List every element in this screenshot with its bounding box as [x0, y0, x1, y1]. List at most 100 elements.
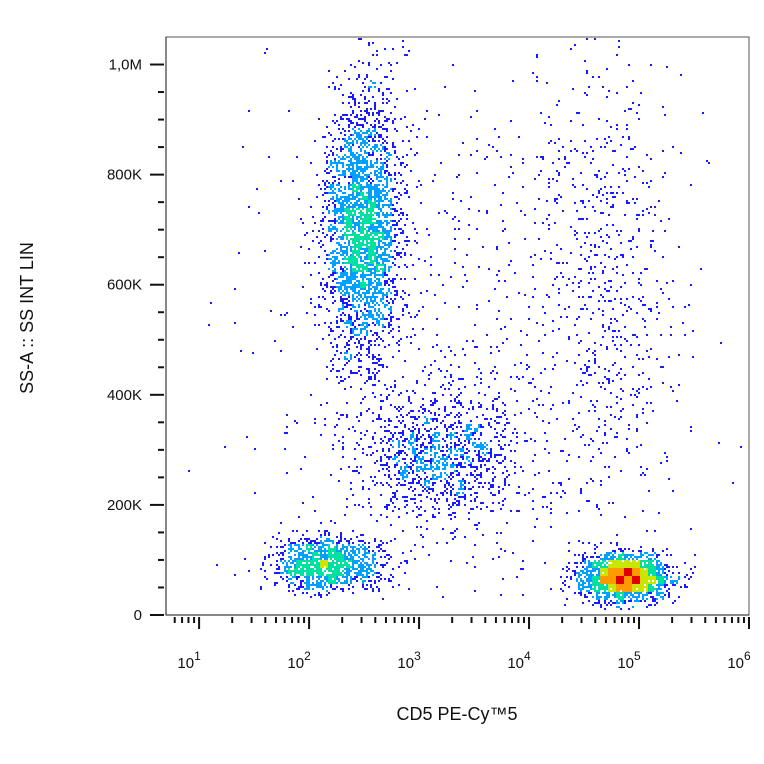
data-point — [616, 402, 618, 404]
data-point — [366, 570, 368, 572]
data-point — [354, 342, 356, 344]
data-point — [370, 132, 372, 134]
data-point — [554, 278, 556, 280]
data-point — [466, 424, 468, 426]
data-point — [362, 62, 364, 64]
data-point — [366, 576, 368, 578]
data-point — [478, 266, 480, 268]
data-point — [340, 236, 342, 238]
data-point — [340, 84, 342, 86]
data-point — [368, 62, 370, 64]
data-point — [568, 278, 570, 280]
data-point — [330, 134, 332, 136]
data-point — [368, 90, 370, 92]
data-point — [408, 466, 410, 468]
data-point — [302, 534, 304, 536]
data-point — [578, 456, 580, 458]
data-point — [326, 186, 328, 188]
data-point — [404, 424, 406, 426]
data-point — [330, 274, 332, 276]
data-point — [604, 466, 606, 468]
data-point — [274, 584, 276, 586]
data-point — [414, 448, 416, 450]
data-point — [474, 470, 476, 472]
data-point — [588, 272, 590, 274]
data-point — [426, 528, 428, 530]
data-point — [384, 252, 386, 254]
data-point — [416, 424, 418, 426]
data-point — [536, 398, 538, 400]
data-point — [352, 578, 354, 580]
data-point — [344, 514, 346, 516]
data-point — [380, 110, 382, 112]
data-point — [344, 336, 346, 338]
data-point — [318, 296, 320, 298]
data-point — [424, 410, 426, 412]
data-point — [398, 432, 400, 434]
data-point — [370, 340, 372, 342]
data-point — [386, 186, 388, 188]
data-point — [338, 222, 340, 224]
data-point — [664, 580, 666, 582]
data-point — [396, 294, 398, 296]
data-point — [330, 160, 332, 162]
data-point — [620, 242, 622, 244]
data-point — [434, 456, 436, 458]
data-point — [642, 214, 644, 216]
data-point — [460, 402, 462, 404]
data-point — [386, 456, 388, 458]
data-point — [430, 418, 432, 420]
data-point — [364, 546, 366, 548]
data-point — [630, 556, 632, 558]
data-point — [474, 438, 476, 440]
data-point — [650, 180, 652, 182]
data-point — [656, 358, 658, 360]
data-point — [510, 318, 512, 320]
data-point — [432, 488, 434, 490]
data-point — [396, 156, 398, 158]
data-point — [464, 486, 466, 488]
data-point — [660, 334, 662, 336]
data-point — [344, 388, 346, 390]
data-point — [364, 120, 366, 122]
data-point — [316, 586, 318, 588]
data-point — [456, 528, 458, 530]
data-point — [396, 456, 398, 458]
data-point — [398, 516, 400, 518]
data-point — [498, 396, 500, 398]
data-point — [360, 294, 362, 296]
data-point — [488, 482, 490, 484]
data-point — [362, 548, 364, 550]
data-point — [362, 544, 364, 546]
data-point — [466, 254, 468, 256]
data-point — [332, 444, 334, 446]
data-point — [442, 454, 444, 456]
data-point — [390, 298, 392, 300]
data-point — [402, 314, 404, 316]
data-point — [400, 408, 402, 410]
data-point — [352, 142, 354, 144]
data-point — [390, 444, 392, 446]
data-point — [372, 588, 374, 590]
data-point — [496, 454, 498, 456]
data-point — [356, 416, 358, 418]
data-point — [594, 602, 596, 604]
data-point — [426, 290, 428, 292]
data-point — [394, 174, 396, 176]
data-point — [702, 112, 704, 114]
data-point — [334, 208, 336, 210]
data-point — [600, 262, 602, 264]
data-point — [456, 444, 458, 446]
data-point — [336, 238, 338, 240]
data-point — [632, 80, 634, 82]
data-point — [582, 152, 584, 154]
data-point — [340, 116, 342, 118]
data-point — [480, 444, 482, 446]
data-point — [454, 432, 456, 434]
data-point — [360, 316, 362, 318]
data-point — [350, 202, 352, 204]
data-point — [584, 60, 586, 62]
data-point — [476, 346, 478, 348]
data-point — [548, 470, 550, 472]
data-point — [386, 258, 388, 260]
